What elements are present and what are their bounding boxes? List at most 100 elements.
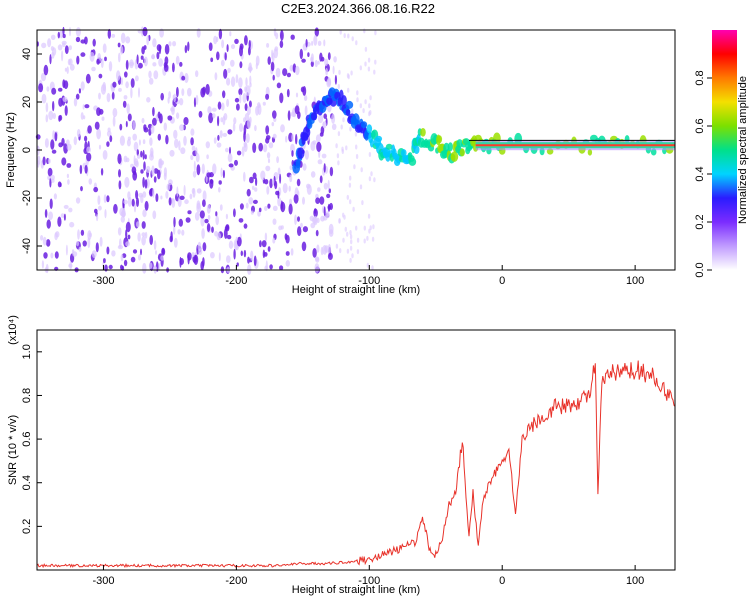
spectrogram-noise-mark [294, 214, 297, 226]
spectrogram-noise-mark [214, 72, 218, 81]
spectrogram-noise-mark [170, 231, 173, 242]
spectrogram-noise-mark [184, 45, 188, 54]
spectrogram-noise-mark [224, 52, 227, 61]
spectrogram-noise-mark [176, 112, 180, 119]
spectrogram-noise-mark [316, 244, 320, 253]
spectrogram-noise-mark [142, 209, 147, 218]
spectrogram-noise-mark [321, 153, 327, 159]
spectrogram-noise-mark [210, 252, 215, 259]
spectrogram-noise-mark [57, 31, 60, 39]
spectrogram-noise-mark [351, 36, 354, 42]
spectrogram-noise-mark [43, 252, 48, 259]
snr-y-tick-label: 0.8 [21, 388, 33, 403]
spectrogram-noise-mark [235, 74, 239, 84]
spectrogram-noise-mark [107, 127, 111, 133]
spectrogram-noise-mark [350, 239, 353, 245]
spectrogram-noise-mark [285, 251, 290, 256]
spectrogram-noise-mark [327, 179, 330, 190]
spectrogram-noise-mark [205, 83, 210, 95]
spectrogram-noise-mark [206, 172, 212, 178]
spectrogram-noise-mark [132, 120, 136, 130]
spectrogram-ridge-layer [292, 87, 674, 174]
spectrogram-noise-mark [199, 210, 205, 219]
spectrogram-band-layer [468, 139, 675, 151]
spectrogram-noise-mark [159, 28, 165, 38]
spectrogram-noise-mark [137, 154, 141, 159]
spectrogram-noise-mark [310, 60, 314, 67]
spectrogram-ridge-mark [341, 95, 347, 107]
spectrogram-noise-mark [234, 97, 240, 103]
spectrogram-noise-mark [213, 35, 218, 45]
spectrogram-noise-mark [290, 111, 296, 117]
spectrogram-noise-mark [123, 155, 128, 163]
spectrogram-noise-mark [68, 207, 73, 213]
spectrogram-noise-mark [144, 179, 148, 189]
spectrogram-noise-mark [132, 249, 138, 254]
spectrogram-noise-mark [355, 144, 358, 150]
spectrogram-noise-mark [173, 129, 178, 139]
spectrogram-noise-mark [106, 195, 110, 203]
spectrogram-noise-mark [255, 106, 259, 116]
spectrogram-noise-mark [87, 237, 91, 249]
spectrogram-noise-mark [138, 139, 141, 146]
spectrogram-noise-mark [143, 124, 147, 131]
spectrogram-noise-mark [239, 43, 244, 50]
spectrogram-y-tick-label: 40 [21, 48, 33, 60]
spectrogram-noise-mark [218, 180, 222, 185]
spectrogram-noise-mark [183, 184, 186, 196]
spectrogram-noise-mark [47, 175, 51, 180]
spectrogram-noise-mark [133, 141, 139, 152]
spectrogram-noise-mark [143, 161, 146, 171]
spectrogram-noise-mark [126, 103, 130, 114]
spectrogram-noise-mark [84, 164, 88, 174]
spectrogram-noise-mark [193, 97, 197, 108]
spectrogram-noise-mark [148, 70, 152, 79]
spectrogram-noise-mark [164, 56, 169, 65]
spectrogram-noise-mark [369, 95, 372, 101]
spectrogram-noise-mark [245, 202, 249, 209]
spectrogram-noise-mark [75, 240, 80, 247]
spectrogram-noise-mark [52, 112, 56, 120]
spectrogram-noise-mark [366, 262, 369, 268]
spectrogram-noise-mark [47, 167, 53, 177]
spectrogram-noise-mark [301, 58, 306, 63]
spectrogram-noise-mark [181, 229, 185, 236]
spectrogram-noise-mark [321, 56, 325, 62]
spectrogram-noise-mark [151, 53, 155, 60]
spectrogram-noise-mark [250, 210, 254, 215]
spectrogram-noise-mark [112, 81, 117, 88]
spectrogram-noise-mark [324, 58, 329, 66]
spectrogram-noise-mark [71, 249, 75, 254]
spectrogram-noise-mark [233, 248, 236, 260]
spectrogram-noise-mark [317, 159, 323, 165]
spectrogram-noise-mark [227, 153, 233, 163]
spectrogram-noise-mark [349, 126, 352, 132]
spectrogram-noise-mark [250, 250, 254, 261]
spectrogram-noise-mark [80, 52, 86, 57]
spectrogram-noise-mark [193, 254, 199, 265]
spectrogram-noise-mark [226, 44, 229, 53]
spectrogram-noise-mark [216, 142, 222, 148]
spectrogram-noise-mark [290, 248, 294, 256]
spectrogram-noise-mark [127, 113, 132, 122]
snr-y-ticks: 0.2 0.4 0.6 0.8 1.0 [21, 344, 42, 534]
spectrogram-noise-mark [140, 150, 143, 158]
spectrogram-noise-mark [102, 43, 107, 53]
spectrogram-noise-mark [212, 163, 217, 175]
spectrogram-noise-mark [47, 158, 51, 164]
spectrogram-noise-mark [195, 94, 199, 106]
spectrogram-noise-mark [66, 143, 72, 151]
spectrogram-noise-mark [291, 150, 294, 157]
spectrogram-noise-mark [232, 122, 236, 132]
spectrogram-noise-mark [252, 142, 257, 153]
spectrogram-noise-mark [140, 248, 142, 256]
spectrogram-noise-mark [243, 223, 248, 229]
spectrogram-noise-mark [118, 180, 122, 190]
spectrogram-noise-mark [323, 206, 326, 217]
spectrogram-noise-mark [67, 179, 70, 185]
spectrogram-noise-mark [179, 195, 185, 200]
spectrogram-noise-mark [313, 35, 318, 46]
spectrogram-noise-mark [218, 28, 223, 40]
spectrogram-noise-mark [106, 141, 110, 147]
